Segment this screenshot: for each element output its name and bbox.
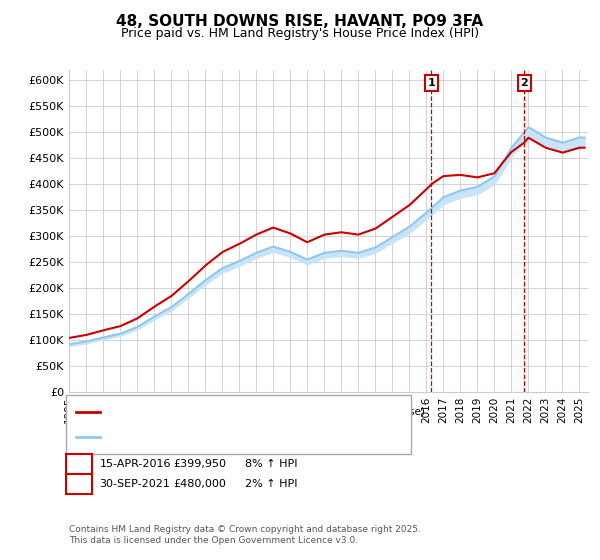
Text: Contains HM Land Registry data © Crown copyright and database right 2025.
This d: Contains HM Land Registry data © Crown c… [69,525,421,545]
Text: 48, SOUTH DOWNS RISE, HAVANT, PO9 3FA: 48, SOUTH DOWNS RISE, HAVANT, PO9 3FA [116,14,484,29]
Text: 2: 2 [520,78,528,88]
Text: Price paid vs. HM Land Registry's House Price Index (HPI): Price paid vs. HM Land Registry's House … [121,27,479,40]
Text: HPI: Average price, detached house, Havant: HPI: Average price, detached house, Hava… [105,432,335,442]
Text: 8% ↑ HPI: 8% ↑ HPI [245,459,298,469]
Text: 2: 2 [75,479,83,489]
Text: 2% ↑ HPI: 2% ↑ HPI [245,479,298,489]
Text: 15-APR-2016: 15-APR-2016 [100,459,171,469]
Text: 30-SEP-2021: 30-SEP-2021 [100,479,170,489]
Text: 48, SOUTH DOWNS RISE, HAVANT, PO9 3FA (detached house): 48, SOUTH DOWNS RISE, HAVANT, PO9 3FA (d… [105,407,425,417]
Text: 1: 1 [427,78,435,88]
Text: 1: 1 [75,459,83,469]
Text: £399,950: £399,950 [173,459,226,469]
Text: £480,000: £480,000 [173,479,226,489]
